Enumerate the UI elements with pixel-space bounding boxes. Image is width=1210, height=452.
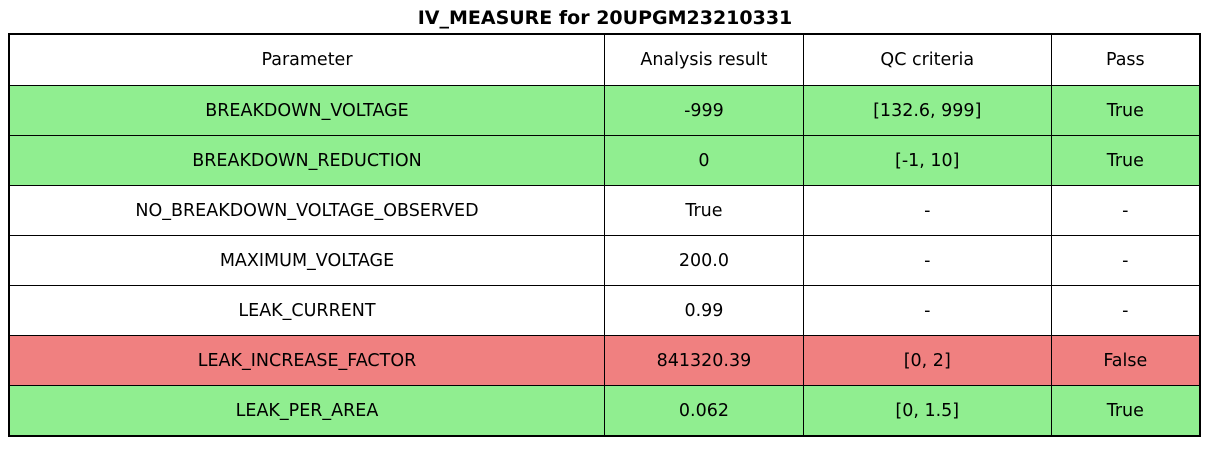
cell-pass: True bbox=[1050, 385, 1201, 437]
table-row: LEAK_PER_AREA 0.062 [0, 1.5] True bbox=[8, 385, 1201, 437]
header-parameter: Parameter bbox=[8, 33, 605, 86]
table-row: BREAKDOWN_REDUCTION 0 [-1, 10] True bbox=[8, 135, 1201, 186]
chart-title: IV_MEASURE for 20UPGM23210331 bbox=[417, 7, 793, 29]
cell-qc-criteria: - bbox=[802, 185, 1052, 236]
cell-parameter: LEAK_INCREASE_FACTOR bbox=[8, 335, 605, 386]
cell-parameter: LEAK_CURRENT bbox=[8, 285, 605, 336]
table-row: LEAK_INCREASE_FACTOR 841320.39 [0, 2] Fa… bbox=[8, 335, 1201, 386]
header-row: Parameter Analysis result QC criteria Pa… bbox=[8, 33, 1201, 86]
cell-qc-criteria: - bbox=[802, 235, 1052, 286]
cell-pass: - bbox=[1050, 285, 1201, 336]
table-row: NO_BREAKDOWN_VOLTAGE_OBSERVED True - - bbox=[8, 185, 1201, 236]
cell-qc-criteria: [0, 1.5] bbox=[802, 385, 1052, 437]
cell-pass: True bbox=[1050, 135, 1201, 186]
cell-qc-criteria: - bbox=[802, 285, 1052, 336]
cell-pass: True bbox=[1050, 85, 1201, 136]
cell-parameter: MAXIMUM_VOLTAGE bbox=[8, 235, 605, 286]
cell-analysis-result: -999 bbox=[604, 85, 804, 136]
cell-parameter: LEAK_PER_AREA bbox=[8, 385, 605, 437]
header-pass: Pass bbox=[1050, 33, 1201, 86]
cell-qc-criteria: [132.6, 999] bbox=[802, 85, 1052, 136]
table-body: BREAKDOWN_VOLTAGE -999 [132.6, 999] True… bbox=[8, 85, 1201, 437]
cell-analysis-result: 0 bbox=[604, 135, 804, 186]
cell-analysis-result: 200.0 bbox=[604, 235, 804, 286]
cell-pass: False bbox=[1050, 335, 1201, 386]
cell-analysis-result: 0.062 bbox=[604, 385, 804, 437]
header-analysis-result: Analysis result bbox=[604, 33, 804, 86]
table-header: Parameter Analysis result QC criteria Pa… bbox=[8, 33, 1201, 86]
cell-analysis-result: 841320.39 bbox=[604, 335, 804, 386]
cell-pass: - bbox=[1050, 185, 1201, 236]
table-row: MAXIMUM_VOLTAGE 200.0 - - bbox=[8, 235, 1201, 286]
cell-parameter: NO_BREAKDOWN_VOLTAGE_OBSERVED bbox=[8, 185, 605, 236]
cell-parameter: BREAKDOWN_REDUCTION bbox=[8, 135, 605, 186]
cell-qc-criteria: [-1, 10] bbox=[802, 135, 1052, 186]
table-row: LEAK_CURRENT 0.99 - - bbox=[8, 285, 1201, 336]
cell-qc-criteria: [0, 2] bbox=[802, 335, 1052, 386]
cell-analysis-result: True bbox=[604, 185, 804, 236]
cell-pass: - bbox=[1050, 235, 1201, 286]
table-row: BREAKDOWN_VOLTAGE -999 [132.6, 999] True bbox=[8, 85, 1201, 136]
header-qc-criteria: QC criteria bbox=[802, 33, 1052, 86]
cell-parameter: BREAKDOWN_VOLTAGE bbox=[8, 85, 605, 136]
cell-analysis-result: 0.99 bbox=[604, 285, 804, 336]
qc-results-table: Parameter Analysis result QC criteria Pa… bbox=[8, 33, 1201, 437]
